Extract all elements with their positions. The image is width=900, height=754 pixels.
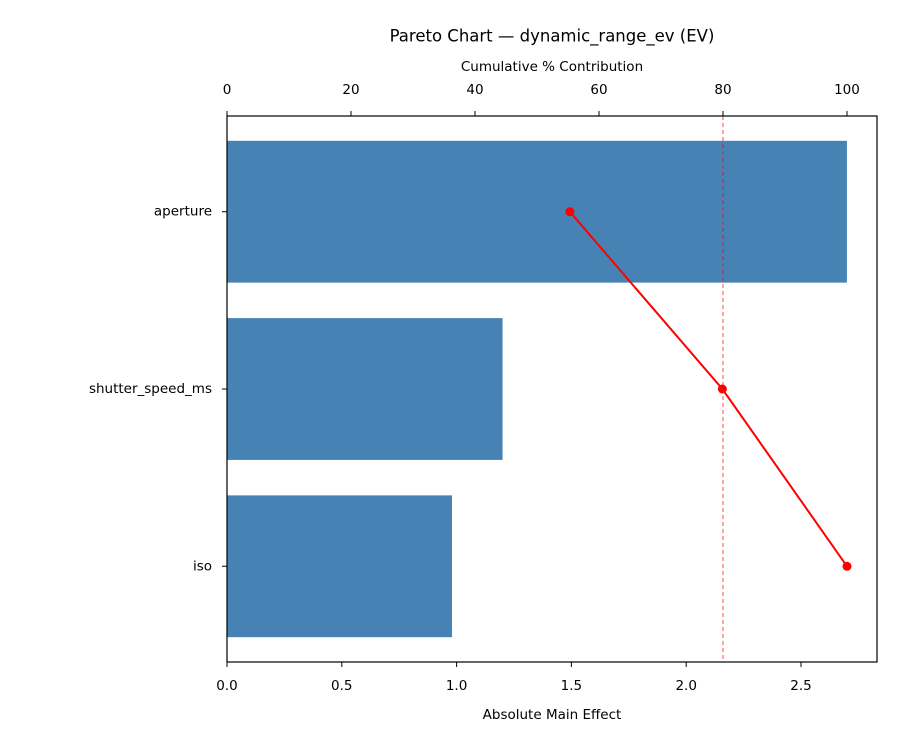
x-tick-label: 2.0 [675, 678, 696, 694]
x2-tick-label: 0 [223, 82, 232, 98]
x-axis-label: Absolute Main Effect [483, 707, 622, 723]
x-tick-label: 2.5 [790, 678, 811, 694]
x-tick-label: 1.5 [561, 678, 582, 694]
y-tick-label: shutter_speed_ms [89, 381, 212, 397]
cumulative-point [842, 561, 852, 571]
x-tick-label: 0.5 [331, 678, 352, 694]
bar [227, 140, 847, 283]
cumulative-point [565, 207, 575, 217]
bar [227, 318, 503, 460]
chart-title: Pareto Chart — dynamic_range_ev (EV) [390, 27, 715, 47]
x-tick-label: 1.0 [446, 678, 467, 694]
x-tick-label: 0.0 [216, 678, 237, 694]
x2-tick-label: 60 [590, 82, 607, 98]
cumulative-point [717, 384, 727, 394]
y-tick-label: aperture [154, 204, 212, 220]
bar [227, 495, 453, 638]
x2-axis-label: Cumulative % Contribution [461, 59, 643, 75]
y-tick-label: iso [193, 558, 212, 574]
x2-tick-label: 20 [342, 82, 359, 98]
plot-frame [226, 115, 878, 663]
x2-tick-label: 100 [834, 82, 860, 98]
x2-tick-label: 40 [466, 82, 483, 98]
x2-tick-label: 80 [714, 82, 731, 98]
